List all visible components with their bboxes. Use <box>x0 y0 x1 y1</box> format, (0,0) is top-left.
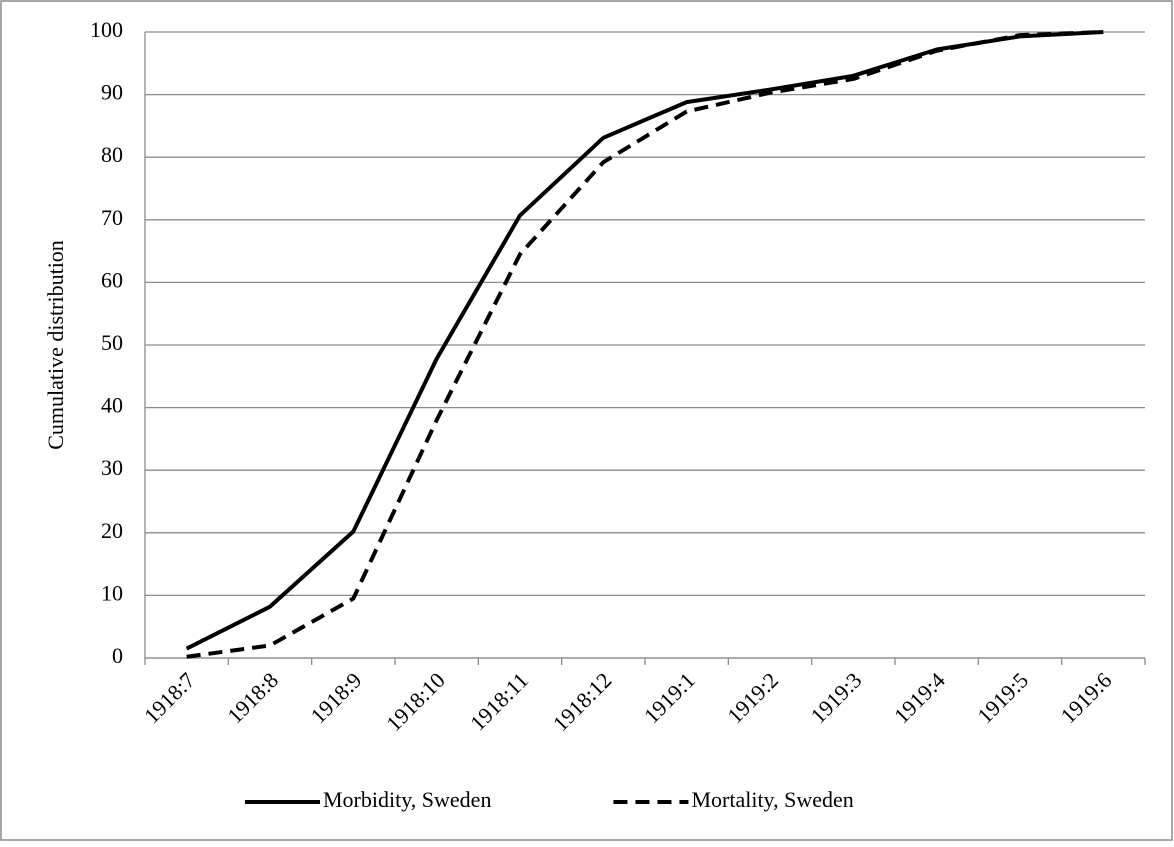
y-tick-label: 40 <box>101 393 123 418</box>
series-line <box>186 30 1104 659</box>
y-tick-label: 0 <box>112 643 123 668</box>
legend-label: Morbidity, Sweden <box>323 787 491 812</box>
y-tick-label: 50 <box>101 330 123 355</box>
y-tick-label: 10 <box>101 580 123 605</box>
y-tick-label: 60 <box>101 267 123 292</box>
y-tick-label: 80 <box>101 142 123 167</box>
legend-label: Mortality, Sweden <box>691 787 853 812</box>
y-tick-label: 100 <box>90 17 123 42</box>
y-axis-title: Cumulative distribution <box>43 240 68 450</box>
y-tick-label: 20 <box>101 518 123 543</box>
y-tick-label: 30 <box>101 455 123 480</box>
y-tick-label: 90 <box>101 80 123 105</box>
y-tick-label: 70 <box>101 205 123 230</box>
